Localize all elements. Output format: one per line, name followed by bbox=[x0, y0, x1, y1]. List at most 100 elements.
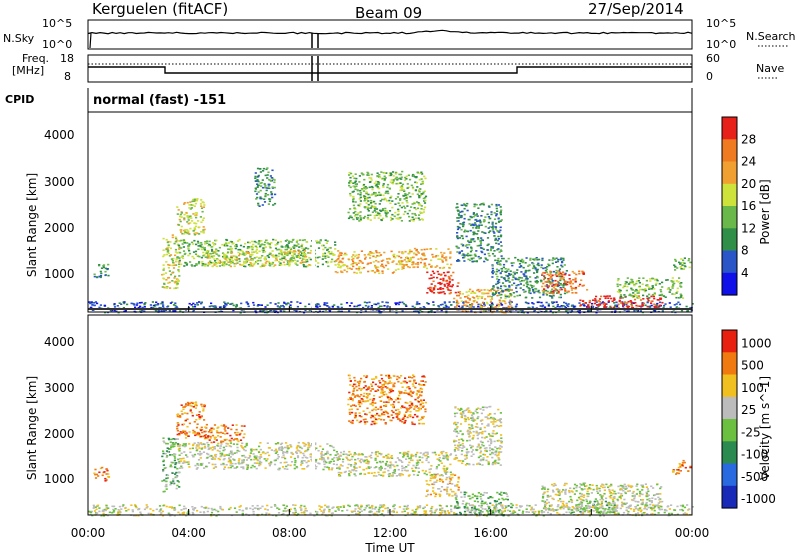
heat-cell bbox=[501, 282, 505, 284]
heat-cell bbox=[386, 183, 390, 186]
heat-cell bbox=[498, 301, 502, 303]
heat-cell bbox=[685, 513, 688, 515]
heat-cell bbox=[194, 303, 197, 306]
heat-cell bbox=[323, 252, 327, 255]
heat-cell bbox=[352, 199, 355, 201]
heat-cell bbox=[493, 271, 496, 273]
heat-cell bbox=[371, 201, 374, 203]
heat-cell bbox=[286, 450, 289, 453]
heat-cell bbox=[131, 510, 134, 513]
heat-cell bbox=[670, 512, 674, 515]
heat-cell bbox=[179, 213, 182, 216]
heat-cell bbox=[191, 444, 195, 447]
heat-cell bbox=[447, 289, 450, 291]
heat-cell bbox=[638, 285, 641, 288]
heat-cell bbox=[575, 273, 578, 276]
heat-cell bbox=[340, 306, 343, 309]
heat-cell bbox=[646, 301, 649, 304]
heat-cell bbox=[197, 248, 200, 251]
heat-cell bbox=[370, 305, 373, 307]
heat-cell bbox=[559, 275, 562, 277]
heat-cell bbox=[177, 244, 180, 247]
heat-cell bbox=[172, 257, 175, 260]
heat-cell bbox=[472, 224, 475, 227]
heat-cell bbox=[354, 183, 357, 185]
heat-cell bbox=[676, 267, 679, 269]
heat-cell bbox=[527, 265, 530, 267]
heat-cell bbox=[645, 279, 648, 282]
heat-cell bbox=[373, 208, 377, 210]
heat-cell bbox=[374, 193, 378, 196]
heat-cell bbox=[352, 254, 355, 256]
heat-cell bbox=[162, 249, 165, 251]
heat-cell bbox=[557, 292, 560, 294]
heat-cell bbox=[638, 305, 641, 307]
heat-cell bbox=[265, 260, 268, 263]
heat-cell bbox=[247, 251, 250, 253]
heat-cell bbox=[477, 227, 480, 229]
heat-cell bbox=[383, 305, 386, 307]
heat-cell bbox=[210, 511, 214, 514]
heat-cell bbox=[162, 273, 165, 276]
heat-cell bbox=[514, 278, 517, 281]
heat-cell bbox=[447, 284, 450, 287]
heat-cell bbox=[637, 280, 640, 282]
heat-cell bbox=[116, 305, 119, 307]
heat-cell bbox=[218, 265, 221, 267]
heat-cell bbox=[284, 248, 287, 251]
heat-cell bbox=[582, 303, 585, 305]
heat-cell bbox=[177, 511, 180, 514]
heat-cell bbox=[354, 208, 357, 210]
heat-cell bbox=[186, 242, 189, 244]
heat-cell bbox=[406, 504, 409, 507]
heat-cell bbox=[166, 455, 169, 457]
heat-cell bbox=[210, 454, 213, 457]
heat-cell bbox=[172, 261, 175, 264]
heat-cell bbox=[525, 257, 528, 259]
heat-cell bbox=[323, 508, 326, 511]
heat-cell bbox=[242, 454, 246, 457]
heat-cell bbox=[630, 294, 633, 297]
heat-cell bbox=[189, 201, 192, 203]
heat-cell bbox=[246, 303, 250, 305]
heat-cell bbox=[421, 258, 424, 261]
heat-cell bbox=[171, 442, 174, 445]
heat-cell bbox=[408, 252, 411, 255]
heat-cell bbox=[472, 257, 475, 259]
heat-cell bbox=[680, 294, 683, 297]
heat-cell bbox=[494, 259, 497, 262]
heat-cell bbox=[467, 310, 470, 313]
heat-cell bbox=[277, 512, 281, 514]
heat-cell bbox=[428, 277, 431, 280]
heat-cell bbox=[439, 512, 442, 514]
heat-cell bbox=[199, 216, 202, 218]
heat-cell bbox=[347, 217, 351, 220]
heat-cell bbox=[579, 299, 582, 302]
heat-cell bbox=[378, 305, 381, 308]
heat-cell bbox=[482, 248, 485, 251]
heat-cell bbox=[282, 261, 285, 264]
heat-cell bbox=[224, 305, 227, 308]
heat-cell bbox=[196, 303, 199, 306]
heat-cell bbox=[191, 454, 194, 457]
heat-cell bbox=[480, 237, 483, 239]
heat-cell bbox=[634, 290, 637, 292]
heat-cell bbox=[639, 288, 642, 291]
heat-cell bbox=[588, 299, 591, 302]
heat-cell bbox=[411, 193, 414, 195]
heat-cell bbox=[628, 294, 631, 297]
heat-cell bbox=[279, 258, 282, 261]
heat-cell bbox=[482, 301, 485, 304]
heat-cell bbox=[532, 263, 535, 265]
heat-cell bbox=[410, 219, 413, 221]
heat-cell bbox=[650, 288, 653, 290]
heat-cell bbox=[498, 281, 501, 284]
heat-cell bbox=[469, 305, 472, 307]
heat-cell bbox=[204, 507, 207, 509]
heat-cell bbox=[269, 252, 272, 255]
heat-cell bbox=[496, 262, 499, 264]
heat-cell bbox=[168, 513, 171, 516]
heat-cell bbox=[437, 273, 440, 275]
heat-cell bbox=[266, 451, 269, 454]
heat-cell bbox=[651, 285, 654, 287]
